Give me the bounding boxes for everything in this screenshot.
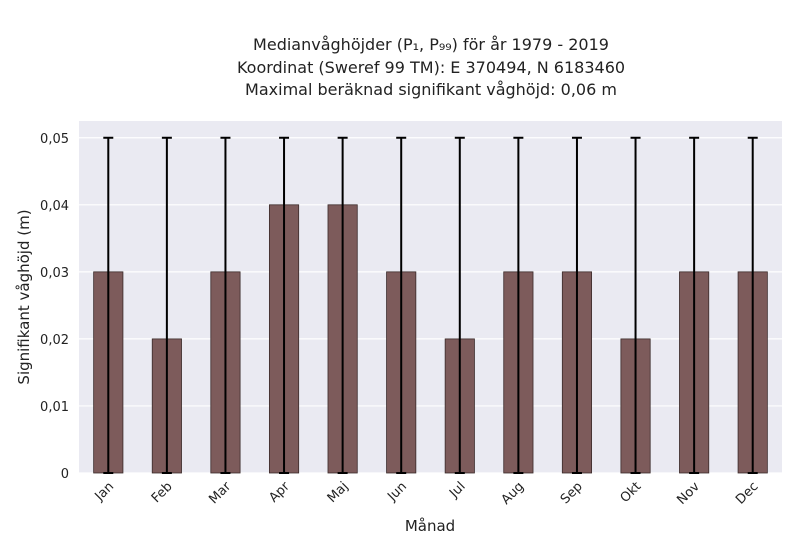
x-tick-label: Aug (499, 479, 528, 508)
x-tick-label: Nov (674, 479, 703, 508)
y-tick-label: 0 (61, 467, 69, 482)
x-tick-label: Apr (266, 479, 293, 506)
y-tick-label: 0,02 (40, 333, 69, 348)
y-tick-label: 0,04 (40, 199, 69, 214)
chart-title-line-3: Maximal beräknad signifikant våghöjd: 0,… (245, 80, 617, 99)
chart-title-line-1: Medianvåghöjder (P₁, P₉₉) för år 1979 - … (253, 35, 609, 54)
gridlines (79, 137, 782, 474)
x-tick-label: Mar (206, 479, 234, 507)
x-tick-label: Feb (149, 479, 176, 506)
x-tick-label: Jun (384, 479, 410, 505)
x-axis: Jan Feb Mar Apr Maj Jun Jul Aug Sep Okt Nov Dec (92, 479, 762, 508)
x-tick-label: Dec (733, 479, 761, 507)
y-tick-label: 0,01 (40, 400, 69, 415)
x-tick-label: Okt (618, 479, 645, 506)
error-bars (103, 136, 758, 474)
x-axis-label: Månad (405, 517, 455, 535)
plot-background (79, 121, 782, 473)
x-tick-label: Jul (446, 479, 468, 501)
y-tick-label: 0,03 (40, 266, 69, 281)
y-axis: 0 0,01 0,02 0,03 0,04 0,05 (40, 132, 69, 482)
x-tick-label: Sep (558, 479, 586, 507)
chart-title: Medianvåghöjder (P₁, P₉₉) för år 1979 - … (80, 34, 782, 102)
y-axis-label: Signifikant våghöjd (m) (15, 209, 33, 384)
x-tick-label: Maj (325, 479, 352, 506)
x-tick-label: Jan (92, 479, 117, 504)
y-tick-label: 0,05 (40, 132, 69, 147)
chart-title-line-2: Koordinat (Sweref 99 TM): E 370494, N 61… (236, 57, 626, 77)
